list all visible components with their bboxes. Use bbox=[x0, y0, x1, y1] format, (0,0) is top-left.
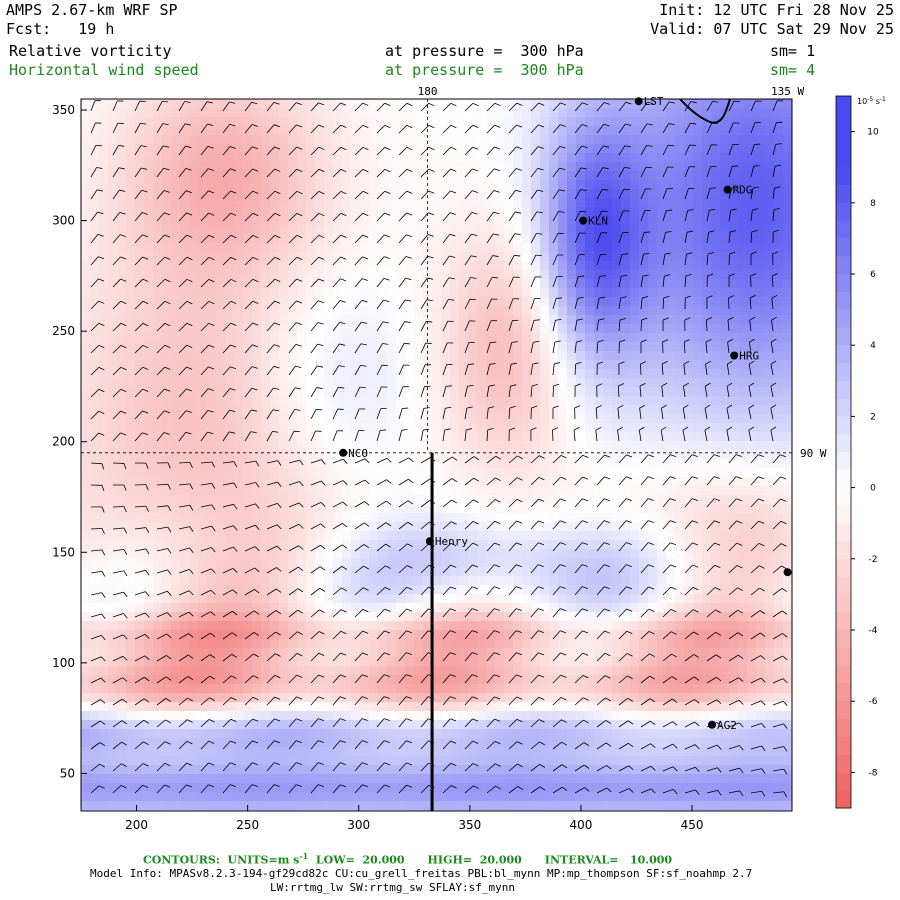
colorbar-tick-label: 0 bbox=[870, 484, 876, 494]
station-label: HRG bbox=[739, 349, 759, 362]
colorbar-tick-label: -6 bbox=[869, 697, 878, 707]
station-label: LST bbox=[644, 95, 664, 108]
y-tick-label: 200 bbox=[52, 435, 75, 449]
station-dot bbox=[783, 568, 792, 577]
wind-barbs bbox=[90, 100, 788, 798]
colorbar-frame bbox=[835, 95, 852, 809]
init-time: Init: 12 UTC Fri 28 Nov 25 bbox=[659, 1, 894, 19]
coastline bbox=[679, 99, 731, 124]
field1-smoothing: sm= 1 bbox=[770, 42, 816, 60]
y-tick-label: 150 bbox=[52, 545, 75, 559]
station: NCO bbox=[339, 447, 368, 460]
field1-level: at pressure = 300 hPa bbox=[385, 42, 584, 60]
station: KLN bbox=[579, 215, 608, 228]
field2-level: at pressure = 300 hPa bbox=[385, 61, 584, 79]
station-dot bbox=[425, 537, 434, 546]
station-dot bbox=[339, 448, 348, 457]
station-dot bbox=[730, 351, 739, 360]
model-title: AMPS 2.67-km WRF SP bbox=[6, 1, 178, 19]
colorbar-unit: 10-5 s-1 bbox=[857, 96, 886, 106]
colorbar-tick-label: 10 bbox=[867, 128, 879, 138]
parallel-label: 90 W bbox=[800, 447, 827, 460]
colorbar-tick-label: 6 bbox=[870, 270, 876, 280]
contours-info: CONTOURS: UNITS=m s-1 LOW= 20.000 HIGH= … bbox=[143, 851, 673, 867]
station: RDG bbox=[723, 184, 753, 197]
forecast-hour: Fcst: 19 h bbox=[6, 20, 115, 38]
x-tick-label: 250 bbox=[236, 818, 259, 832]
station: Henry bbox=[425, 535, 468, 548]
station-label: RDG bbox=[733, 184, 753, 197]
y-tick-label: 100 bbox=[52, 656, 75, 670]
x-tick-label: 450 bbox=[681, 818, 704, 832]
meridian-label: 180 bbox=[418, 85, 438, 98]
colorbar-tick-label: 2 bbox=[870, 412, 876, 422]
station-dot bbox=[708, 720, 717, 729]
colorbar-tick-label: 4 bbox=[870, 341, 876, 351]
plot-frame bbox=[80, 98, 793, 812]
station bbox=[783, 568, 792, 577]
field1-name: Relative vorticity bbox=[9, 42, 172, 60]
station-dot bbox=[634, 97, 643, 106]
stations: LST RDG KLN HRG NCO Henry AG2 bbox=[339, 95, 792, 732]
x-tick-label: 350 bbox=[458, 818, 481, 832]
model-info-2: LW:rrtmg_lw SW:rrtmg_sw SFLAY:sf_mynn bbox=[270, 881, 516, 894]
station-dot bbox=[723, 185, 732, 194]
colorbar-tick-label: -2 bbox=[869, 555, 878, 565]
map-grid: 180 135 W 90 W bbox=[81, 85, 827, 811]
y-tick-label: 300 bbox=[52, 214, 75, 228]
x-tick-label: 200 bbox=[125, 818, 148, 832]
y-tick-label: 350 bbox=[52, 103, 75, 117]
station-dot bbox=[579, 216, 588, 225]
station-label: NCO bbox=[348, 447, 368, 460]
model-info: Model Info: MPASv8.2.3-194-gf29cd82c CU:… bbox=[90, 867, 753, 880]
meridian-label: 135 W bbox=[771, 85, 804, 98]
valid-time: Valid: 07 UTC Sat 29 Nov 25 bbox=[650, 20, 894, 38]
station-label: AG2 bbox=[717, 719, 737, 732]
colorbar-tick-label: -4 bbox=[869, 626, 878, 636]
y-tick-label: 250 bbox=[52, 324, 75, 338]
x-tick-label: 400 bbox=[569, 818, 592, 832]
station: HRG bbox=[730, 349, 759, 362]
colorbar-tick-label: -8 bbox=[869, 768, 878, 778]
station-label: Henry bbox=[435, 535, 468, 548]
vorticity-field bbox=[81, 99, 792, 811]
axes: 200 250 300 350 400 450 50 100 150 200 250 300 350 bbox=[52, 103, 703, 832]
field2-smoothing: sm= 4 bbox=[770, 61, 816, 79]
x-tick-label: 300 bbox=[347, 818, 370, 832]
station-label: KLN bbox=[588, 215, 608, 228]
field2-name: Horizontal wind speed bbox=[9, 61, 199, 79]
y-tick-label: 50 bbox=[60, 766, 75, 780]
station: AG2 bbox=[708, 719, 737, 732]
colorbar: 10 8 6 4 2 0 -2 -4 -6 -8 10-5 s-1 bbox=[835, 95, 886, 809]
colorbar-tick-label: 8 bbox=[870, 199, 876, 209]
